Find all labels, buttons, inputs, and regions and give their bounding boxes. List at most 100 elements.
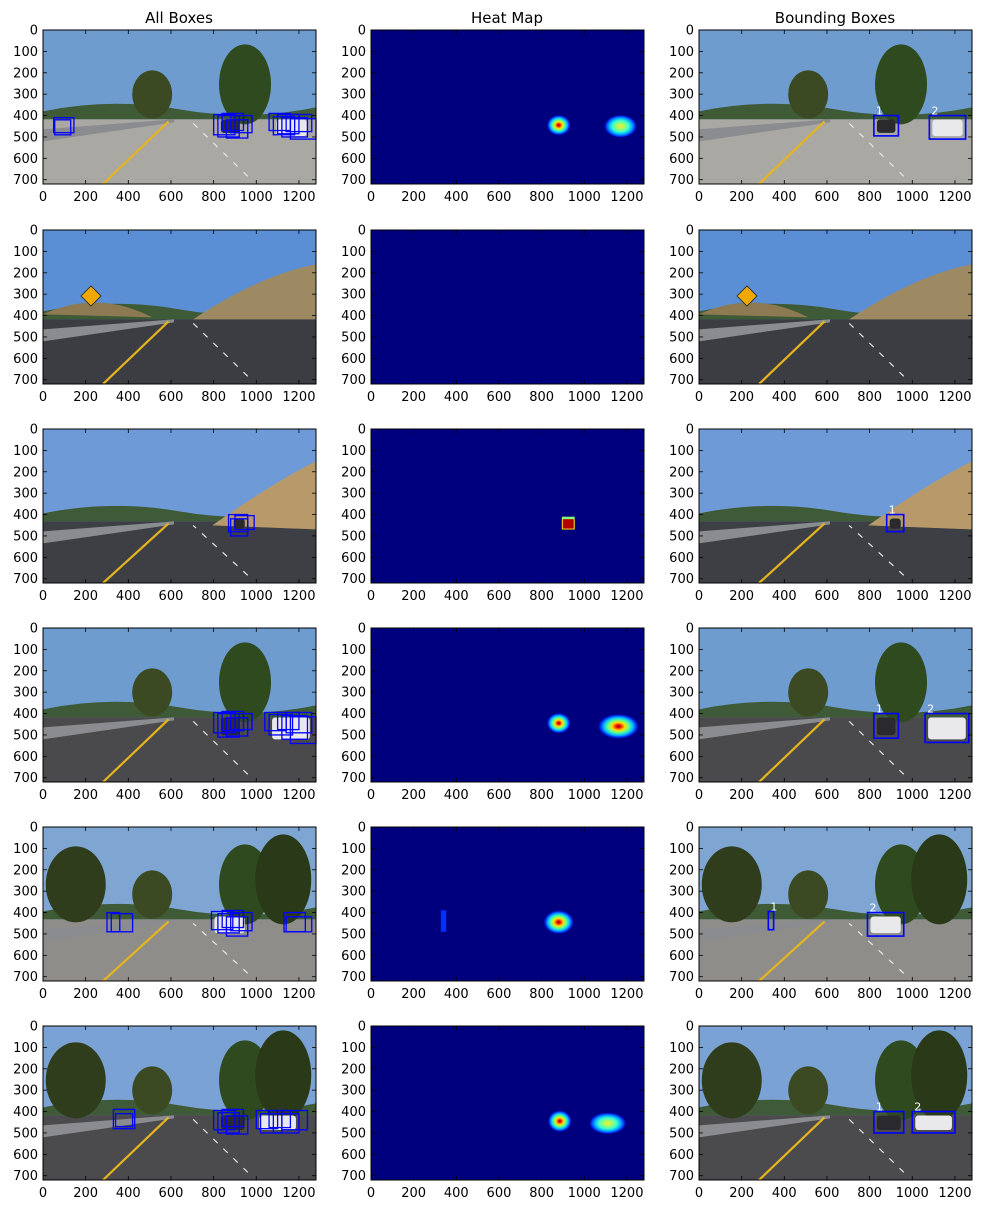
car: [876, 119, 896, 133]
detection-box: [285, 113, 313, 133]
x-tick-label: 0: [695, 1186, 703, 1201]
x-tick-label: 200: [401, 788, 426, 803]
y-tick-label: 400: [13, 906, 38, 921]
panel-bounding-boxes: 1 2 0 200 400 600 800 1000 1200 0 100 200 300 400 500 6…: [669, 24, 973, 205]
x-tick-label: 1200: [282, 788, 315, 803]
detection-box: [230, 518, 249, 537]
x-tick-label: 400: [444, 1186, 469, 1201]
detection-box: [221, 112, 245, 132]
y-tick-label: 400: [13, 508, 38, 523]
y-tick-label: 600: [669, 352, 694, 367]
y-tick-label: 0: [358, 622, 366, 637]
x-tick-label: 400: [116, 788, 141, 803]
y-tick-label: 100: [13, 444, 38, 459]
car: [932, 119, 963, 137]
tree: [788, 1066, 829, 1115]
box-label: 1: [889, 504, 896, 517]
y-tick-label: 300: [669, 686, 694, 701]
x-tick-label: 200: [401, 589, 426, 604]
y-tick-label: 400: [13, 109, 38, 124]
x-tick-label: 800: [857, 589, 882, 604]
detection-box: [110, 912, 134, 933]
x-tick-label: 1000: [240, 987, 273, 1002]
axes-frame: [42, 1025, 317, 1181]
y-tick-label: 600: [669, 152, 694, 167]
x-tick-label: 600: [487, 190, 512, 205]
tree: [875, 642, 928, 723]
tree: [45, 846, 106, 923]
barrier: [699, 1115, 831, 1138]
y-tick-label: 300: [669, 88, 694, 103]
y-tick-label: 500: [669, 728, 694, 743]
y-tick-label: 0: [686, 821, 694, 836]
x-tick-label: 600: [815, 1186, 840, 1201]
x-tick-label: 1000: [896, 987, 929, 1002]
axes-frame: [42, 627, 317, 783]
x-tick-label: 0: [39, 1186, 47, 1201]
final-bounding-box: [924, 712, 970, 744]
x-tick-label: 1000: [240, 190, 273, 205]
x-tick-label: 0: [39, 987, 47, 1002]
x-tick-label: 800: [201, 390, 226, 405]
y-tick-label: 300: [341, 686, 366, 701]
x-tick-label: 200: [73, 390, 98, 405]
detection-box: [212, 711, 236, 734]
panel-heat-map: 0 200 400 600 800 1000 1200 0 100 200 300 400 500 600…: [341, 24, 645, 205]
x-tick-label: 600: [487, 390, 512, 405]
axes-frame: [42, 29, 317, 185]
y-tick-label: 200: [669, 465, 694, 480]
lane-line: [102, 718, 170, 783]
x-tick-label: 0: [367, 390, 375, 405]
y-tick-label: 300: [13, 88, 38, 103]
x-tick-label: 0: [695, 589, 703, 604]
x-tick-label: 0: [695, 987, 703, 1002]
y-tick-label: 700: [341, 1169, 366, 1184]
y-tick-label: 0: [358, 821, 366, 836]
car: [915, 1115, 952, 1130]
y-tick-label: 700: [13, 373, 38, 388]
y-tick-label: 200: [669, 664, 694, 679]
heatmap-background: [371, 628, 644, 782]
y-tick-label: 400: [669, 309, 694, 324]
y-tick-label: 500: [341, 927, 366, 942]
x-tick-label: 1200: [282, 589, 315, 604]
y-tick-label: 600: [341, 949, 366, 964]
detection-box: [225, 119, 249, 139]
y-tick-label: 200: [341, 664, 366, 679]
axes-frame: [698, 1025, 973, 1181]
y-tick-label: 100: [341, 842, 366, 857]
detection-box: [217, 114, 240, 138]
x-tick-label: 600: [815, 788, 840, 803]
x-tick-label: 600: [815, 390, 840, 405]
y-tick-label: 400: [341, 309, 366, 324]
barrier: [43, 319, 175, 342]
hillside: [849, 264, 972, 320]
x-tick-label: 600: [159, 1186, 184, 1201]
panel-bounding-boxes: 1 2 0 200 400 600 800 1000 1200 0 100 200 300 400 500 6…: [669, 1020, 973, 1201]
y-tick-label: 300: [341, 487, 366, 502]
box-label: 2: [931, 105, 938, 118]
y-tick-label: 400: [341, 1105, 366, 1120]
y-tick-label: 100: [669, 643, 694, 658]
x-tick-label: 1000: [240, 1186, 273, 1201]
x-tick-label: 1200: [938, 390, 971, 405]
axes-frame: [370, 1025, 645, 1181]
y-tick-label: 100: [13, 1041, 38, 1056]
detection-box: [281, 1109, 309, 1131]
y-tick-label: 300: [13, 686, 38, 701]
y-tick-label: 600: [13, 949, 38, 964]
lane-line: [102, 920, 170, 982]
x-tick-label: 400: [772, 788, 797, 803]
y-tick-label: 700: [669, 373, 694, 388]
final-bounding-box: [866, 911, 905, 937]
panel-heat-map: 0 200 400 600 800 1000 1200 0 100 200 300 400 500 600…: [341, 423, 645, 604]
y-tick-label: 300: [669, 1084, 694, 1099]
y-tick-label: 0: [686, 1020, 694, 1035]
tree: [255, 1030, 312, 1121]
x-tick-label: 1200: [282, 190, 315, 205]
y-tick-label: 300: [13, 288, 38, 303]
x-tick-label: 1000: [568, 987, 601, 1002]
lane-dashes: [192, 524, 249, 576]
final-bounding-box: [911, 1110, 956, 1134]
y-tick-label: 300: [13, 487, 38, 502]
